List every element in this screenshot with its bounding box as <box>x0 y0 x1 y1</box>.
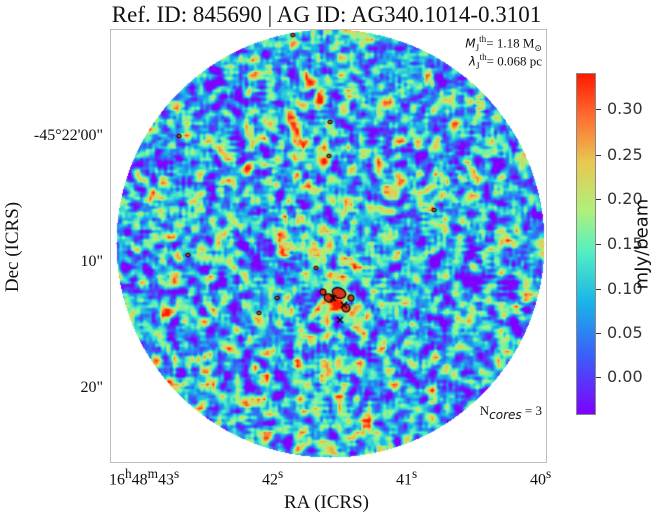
colorbar-tick <box>596 155 601 156</box>
colorbar-tick <box>596 199 601 200</box>
mass-value: = 1.18 M <box>486 35 535 51</box>
colorbar-tick <box>596 377 601 378</box>
ref-id: Ref. ID: 845690 <box>111 2 262 27</box>
y-tick-label: 20" <box>80 379 103 396</box>
colorbar-tick-label: 0.25 <box>607 145 643 164</box>
colorbar-tick-label: 0.30 <box>607 99 643 118</box>
colorbar-tick-label: 0.15 <box>607 234 643 253</box>
colorbar <box>576 73 596 415</box>
colorbar-tick-label: 0.05 <box>607 323 643 342</box>
title-separator: | <box>267 2 273 27</box>
colorbar-tick <box>596 244 601 245</box>
ncores-sub: cores <box>489 408 522 422</box>
colorbar-tick-label: 0.20 <box>607 189 643 208</box>
y-axis-title: Dec (ICRS) <box>2 201 23 293</box>
length-symbol: λ <box>468 54 477 69</box>
ncores-annotation: Ncores = 3 <box>480 403 542 424</box>
jeans-mass-annotation: MJth= 1.18 M⊙ <box>465 32 542 56</box>
colorbar-tick <box>596 333 601 334</box>
ncores-prefix: N <box>479 403 490 419</box>
ag-id: AG ID: AG340.1014-0.3101 <box>276 2 542 27</box>
length-sub: J <box>476 60 480 71</box>
mass-symbol: M <box>465 36 476 51</box>
colorbar-tick-label: 0.00 <box>607 367 643 386</box>
y-tick-label: 10" <box>80 253 103 270</box>
x-tick-label: 42s <box>262 466 284 489</box>
colorbar-label: mJy/beam <box>631 198 653 290</box>
colorbar-tick <box>596 289 601 290</box>
solar-symbol: ⊙ <box>534 42 542 53</box>
x-axis-title: RA (ICRS) <box>284 492 369 513</box>
jeans-length-annotation: λJth= 0.068 pc <box>469 50 542 74</box>
mass-sup: th <box>479 34 487 44</box>
image-panel: MJth= 1.18 M⊙ λJth= 0.068 pc Ncores = 3 <box>110 29 547 463</box>
figure-title: Ref. ID: 845690 | AG ID: AG340.1014-0.31… <box>0 1 653 29</box>
length-value: = 0.068 pc <box>486 53 542 69</box>
x-tick-label: 41s <box>396 466 418 489</box>
ncores-value: = 3 <box>521 403 542 419</box>
colorbar-tick-label: 0.10 <box>607 279 643 298</box>
y-tick-label: -45°22'00" <box>33 127 103 144</box>
continuum-map <box>111 30 546 462</box>
colorbar-tick <box>596 109 601 110</box>
x-tick-label: 16h48m43s <box>109 466 180 489</box>
length-sup: th <box>479 52 487 62</box>
mass-sub: J <box>475 42 480 53</box>
x-tick-label: 40s <box>530 466 552 489</box>
